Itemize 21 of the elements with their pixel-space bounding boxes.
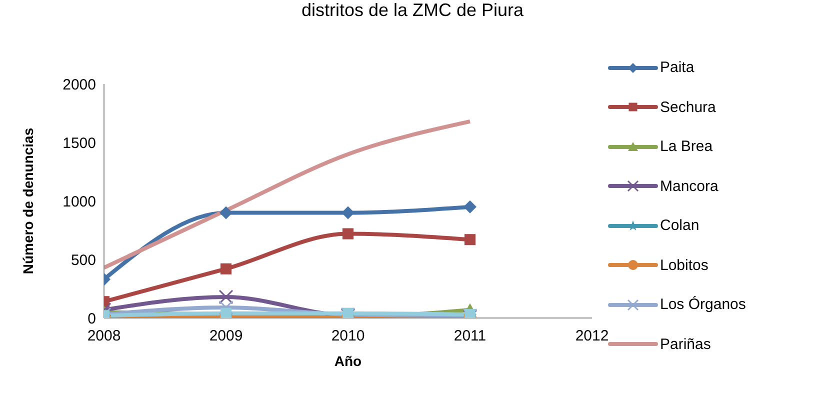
x-tick-label: 2010 <box>331 328 365 345</box>
x-tick-label: 2012 <box>575 328 609 345</box>
legend-label: Sechura <box>660 98 716 116</box>
x-tick-label: 2008 <box>87 328 121 345</box>
x-axis-title: Año <box>334 353 362 369</box>
legend-label: La Brea <box>660 138 713 156</box>
x-tick-label: 2009 <box>209 328 243 345</box>
legend-label: Los Órganos <box>660 296 746 314</box>
y-axis-title: Número de denuncias <box>20 128 36 274</box>
y-tick-label: 0 <box>88 310 96 328</box>
y-tick-label: 1500 <box>62 134 96 152</box>
legend-label: Pariñas <box>660 336 711 353</box>
chart-title: distritos de la ZMC de Piura <box>300 0 525 21</box>
legend-label: Lobitos <box>660 256 708 274</box>
x-tick-label: 2011 <box>454 328 486 345</box>
legend-label: Colan <box>660 217 700 234</box>
y-tick-label: 1000 <box>62 193 96 210</box>
y-tick-label: 500 <box>70 252 96 269</box>
legend-label: Mancora <box>660 178 718 195</box>
legend-label: Paita <box>660 59 694 76</box>
y-tick-label: 2000 <box>62 76 96 94</box>
